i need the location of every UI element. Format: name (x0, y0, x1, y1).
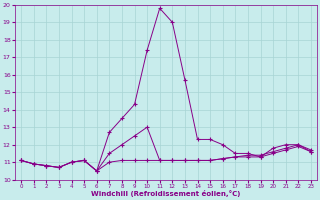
X-axis label: Windchill (Refroidissement éolien,°C): Windchill (Refroidissement éolien,°C) (91, 190, 241, 197)
